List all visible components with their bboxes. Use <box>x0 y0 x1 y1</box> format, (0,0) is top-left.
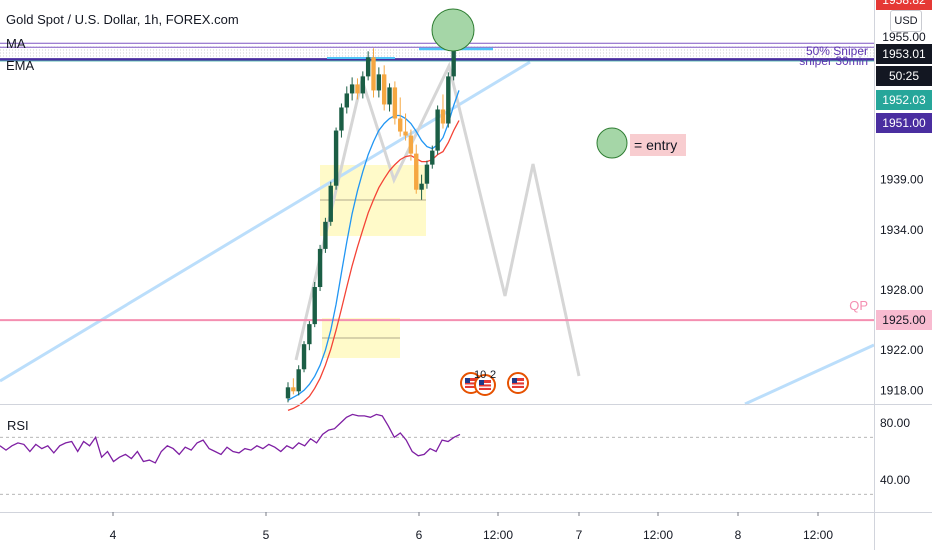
time-label-0: 4 <box>110 528 117 542</box>
us-flag-icon-2-stripe-1 <box>484 383 491 385</box>
price-tag-2: 50:25 <box>876 66 932 86</box>
candle-body-13 <box>355 84 360 94</box>
entry-legend-circle <box>596 127 628 159</box>
ma-line <box>287 90 460 401</box>
candle-body-26 <box>424 164 430 184</box>
sniper-30-label: sniper 30min <box>799 54 868 68</box>
us-flag-icon-3-flag <box>512 378 524 388</box>
time-label-7: 12:00 <box>803 528 833 542</box>
candle-body-14 <box>360 76 366 94</box>
candle-body-24 <box>414 153 419 190</box>
us-flag-icon-3-stripe-2 <box>512 384 524 386</box>
rsi-label: RSI <box>7 418 29 433</box>
price-tick-2: 1928.00 <box>880 283 924 297</box>
us-flag-icon-2-flag <box>479 380 491 390</box>
rsi-line <box>0 413 461 464</box>
time-label-2: 6 <box>416 528 423 542</box>
price-tag-top-partial: 1958.82 <box>876 0 932 10</box>
qp-label: QP <box>849 298 868 313</box>
chart-title: Gold Spot / U.S. Dollar, 1h, FOREX.com <box>6 12 239 27</box>
price-tag-0: 1955.00 <box>876 27 932 47</box>
sniper-50-label: 50% Sniper <box>806 44 868 58</box>
price-tag-3: 1952.03 <box>876 90 932 110</box>
us-flag-icon-1-flag <box>465 378 477 388</box>
rsi-tick-1: 40.00 <box>880 473 910 487</box>
price-tick-1: 1934.00 <box>880 223 924 237</box>
time-label-3: 12:00 <box>483 528 513 542</box>
price-tick-3: 1922.00 <box>880 343 924 357</box>
entry-label-bg <box>630 134 686 156</box>
candle-body-5 <box>312 287 317 325</box>
price-tick-4: 1918.00 <box>880 383 924 397</box>
candle-body-2 <box>296 369 301 392</box>
candle-body-16 <box>371 57 376 91</box>
price-tag-5: 1925.00 <box>876 310 932 330</box>
rsi-tick-0: 80.00 <box>880 416 910 430</box>
us-flag-icon-1-stripe-2 <box>465 384 477 386</box>
us-flag-icon-2-canton <box>479 380 484 385</box>
entry-label: = entry <box>634 137 677 153</box>
candle-body-23 <box>408 135 414 154</box>
candle-body-18 <box>381 74 387 105</box>
candle-body-31 <box>451 40 456 77</box>
candle-body-15 <box>365 57 371 77</box>
candle-body-4 <box>307 324 312 345</box>
us-flag-icon-2-stripe-2 <box>479 386 491 388</box>
us-flag-icon-3-stripe-1 <box>517 381 524 383</box>
candle-body-27 <box>430 150 435 165</box>
candle-body-28 <box>435 109 440 151</box>
candle-body-8 <box>328 185 333 222</box>
indicator-ema-label[interactable]: EMA <box>6 58 35 73</box>
time-label-6: 8 <box>735 528 742 542</box>
candle-body-20 <box>392 87 398 119</box>
event-count-1: 10 <box>474 369 486 381</box>
us-flag-icon-3-canton <box>512 378 517 383</box>
candle-body-1 <box>291 387 296 392</box>
candle-body-10 <box>339 107 344 131</box>
us-flag-icon-1-stripe-1 <box>470 381 477 383</box>
candle-body-22 <box>403 131 408 136</box>
candle-body-6 <box>317 248 323 288</box>
candle-body-0 <box>285 387 291 399</box>
candle-body-17 <box>376 74 382 91</box>
price-tag-4: 1951.00 <box>876 113 932 133</box>
candle-body-7 <box>323 221 328 249</box>
price-tick-0: 1939.00 <box>880 173 924 187</box>
candle-body-25 <box>419 183 424 190</box>
target-circle <box>431 8 475 52</box>
candle-body-3 <box>301 344 307 370</box>
price-tag-1: 1953.01 <box>876 44 932 64</box>
candle-body-9 <box>333 130 339 186</box>
us-flag-icon-1-canton <box>465 378 470 383</box>
time-label-4: 7 <box>576 528 583 542</box>
candle-body-12 <box>349 84 355 94</box>
time-label-5: 12:00 <box>643 528 673 542</box>
time-label-1: 5 <box>263 528 270 542</box>
indicator-ma-label[interactable]: MA <box>6 36 26 51</box>
candle-body-30 <box>446 76 451 124</box>
trendline-blue-2 <box>744 343 875 406</box>
candle-body-29 <box>440 109 446 124</box>
event-count-2: 2 <box>490 369 496 381</box>
candle-body-21 <box>398 118 403 132</box>
main-pane <box>0 0 874 404</box>
candle-body-11 <box>344 93 349 108</box>
candle-body-19 <box>387 87 392 105</box>
currency-button[interactable]: USD <box>890 10 922 32</box>
